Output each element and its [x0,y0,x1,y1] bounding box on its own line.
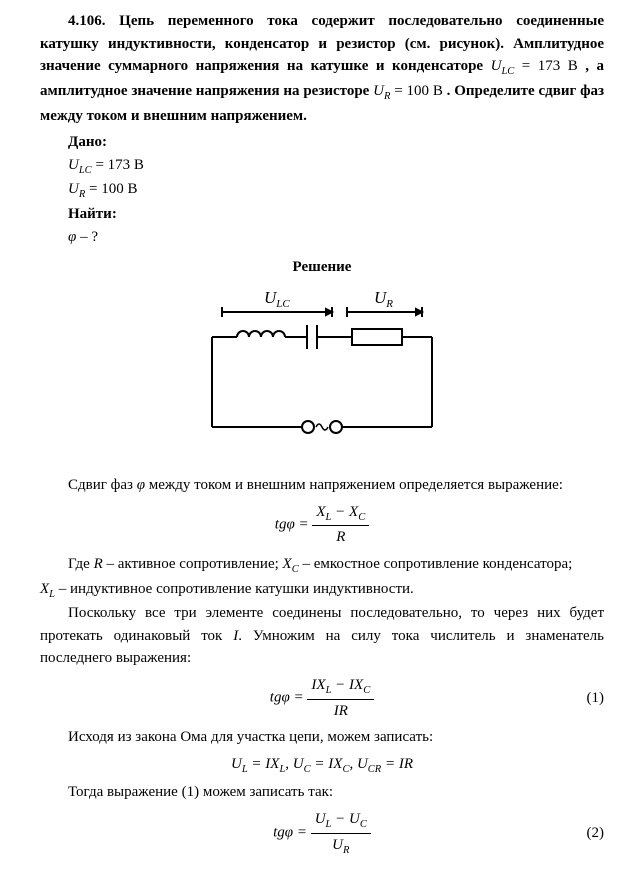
solution-text3: Поскольку все три элементе соединены пос… [40,602,604,670]
problem-statement: 4.106. Цепь переменного тока содержит по… [40,10,604,127]
formula-ohm: UL = IXL, UC = IXC, UCR = IR [40,753,604,778]
given-title: Дано: [68,131,604,154]
solution-text2: Где R – активное сопротивление; XC – емк… [40,553,604,578]
eq-number-1: (1) [587,687,605,710]
find-title: Найти: [68,203,604,226]
ulc-val: = 173 В [514,58,577,74]
solution-title: Решение [40,256,604,279]
formula-tgphi-2: tgφ = IXL − IXC IR (1) [40,670,604,726]
formula-tgphi-3: tgφ = UL − UC UR (2) [40,804,604,863]
solution-text2-line2: XL – индуктивное сопротивление катушки и… [40,578,604,603]
ulc-var: U [491,58,502,74]
circuit-diagram: ULC UR [40,287,604,465]
diagram-ur-label: UR [374,288,393,310]
eq-number-2: (2) [587,822,605,845]
ur-var: U [373,83,384,99]
formula-tgphi-1: tgφ = XL − XC R [40,501,604,549]
ur-val: = 100 В [390,83,442,99]
solution-text5: Тогда выражение (1) можем записать так: [40,781,604,804]
problem-number: 4.106. [68,13,106,29]
circuit-svg: ULC UR [182,287,462,457]
given-line2: UR = 100 В [68,178,604,203]
diagram-ulc-label: ULC [264,288,290,310]
given-line1: ULC = 173 В [68,154,604,179]
solution-text1: Сдвиг фаз φ между током и внешним напряж… [40,474,604,497]
ulc-sub: LC [501,66,514,77]
given-block: Дано: ULC = 173 В UR = 100 В Найти: φ – … [68,131,604,248]
find-line: φ – ? [68,226,604,249]
solution-text4: Исходя из закона Ома для участка цепи, м… [40,726,604,749]
